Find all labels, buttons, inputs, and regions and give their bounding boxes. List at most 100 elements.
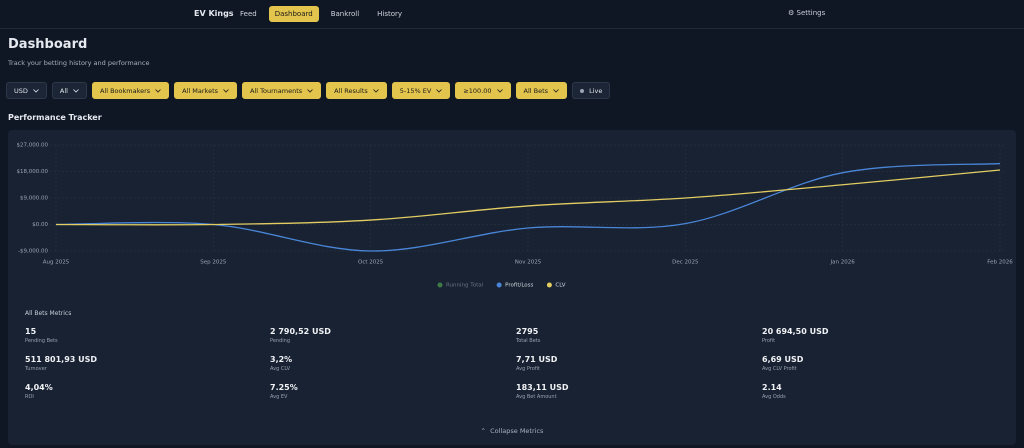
filter-label[interactable]: USD [14, 86, 28, 95]
filter-label[interactable]: All Bets [523, 86, 549, 95]
filter-button[interactable]: 5-15% EV [391, 82, 451, 99]
brand[interactable]: EV Kings [194, 9, 234, 18]
metric-value: 7,71 USD [516, 355, 558, 364]
metric-value: 4,04% [25, 383, 53, 392]
filter-button[interactable]: Live [572, 82, 611, 99]
metric: 7,71 USD Avg Profit [516, 355, 557, 372]
metric: 2795 Total Bets [516, 327, 540, 344]
filter-button[interactable]: All Tournaments [242, 82, 322, 99]
metric-label: Avg Profit [516, 366, 540, 372]
chevron [436, 88, 443, 93]
settings-link[interactable]: ⚙ Settings [788, 9, 826, 17]
x-tick-label: Aug 2025 [43, 260, 70, 266]
y-tick-label: $0.00 [32, 222, 48, 228]
metric: 6,69 USD Avg CLV Profit [762, 355, 803, 372]
series-line [55, 169, 1001, 226]
y-tick-label: $9,000.00 [20, 196, 48, 202]
metric-value: 2795 [516, 327, 539, 336]
metric-label: Pending [270, 338, 290, 344]
metric: 4,04% ROI [25, 383, 53, 400]
status-dot [580, 88, 585, 93]
filter-label[interactable]: ≥100.00 [463, 86, 492, 95]
page-title: Dashboard [8, 37, 88, 52]
chevron [33, 88, 39, 93]
metric: 183,11 USD Avg Bet Amount [516, 383, 569, 400]
chevron [223, 88, 229, 93]
x-tick-label: Jan 2026 [830, 260, 856, 266]
collapse-label[interactable]: Collapse Metrics [490, 427, 544, 435]
legend-label: Profit/Loss [505, 283, 533, 289]
section-title: Performance Tracker [8, 113, 102, 122]
page-subtitle: Track your betting history and performan… [8, 59, 150, 67]
metrics-title: All Bets Metrics [25, 310, 72, 317]
metric-label: Profit [762, 338, 776, 344]
metric-value: 3,2% [270, 355, 293, 364]
chevron [155, 88, 161, 93]
metric: 2.14 Avg Odds [762, 383, 786, 400]
chart-panel [8, 130, 1016, 445]
metric-label: ROI [25, 394, 34, 400]
metric-label: Avg Odds [762, 394, 786, 400]
x-tick-label: Feb 2026 [987, 260, 1013, 266]
filter-button[interactable]: All Markets [174, 82, 238, 99]
filter-button[interactable]: All [51, 82, 87, 99]
filter-label[interactable]: All Tournaments [250, 86, 303, 95]
metric: 511 801,93 USD Turnover [25, 355, 97, 372]
filter-button[interactable]: All Bookmakers [91, 82, 170, 99]
x-tick-label: Nov 2025 [515, 260, 542, 266]
y-tick-label: $27,000.00 [17, 143, 49, 149]
metric: 15 Pending Bets [25, 327, 58, 344]
metric-value: 2 790,52 USD [270, 327, 331, 336]
metric-label: Avg CLV Profit [762, 366, 797, 372]
metric-value: 15 [25, 327, 37, 336]
chevron [372, 88, 379, 93]
nav-item[interactable]: Dashboard [268, 6, 319, 22]
metric: 3,2% Avg CLV [270, 355, 292, 372]
x-tick-label: Oct 2025 [358, 260, 384, 266]
collapse-button[interactable]: ⌃ Collapse Metrics [480, 427, 544, 435]
filter-label[interactable]: Live [589, 86, 603, 95]
metric-label: Avg CLV [270, 366, 290, 372]
filter-button[interactable]: USD [6, 82, 47, 99]
metric-value: 6,69 USD [762, 355, 804, 364]
metric: 20 694,50 USD Profit [762, 327, 828, 344]
y-tick-label: $18,000.00 [17, 169, 49, 175]
chevron [496, 88, 503, 93]
y-tick-label: -$9,000.00 [18, 249, 48, 255]
chevron [307, 88, 313, 93]
metric: 2 790,52 USD Pending [270, 327, 331, 344]
metric-label: Pending Bets [25, 338, 58, 344]
nav-item[interactable]: History [377, 10, 403, 18]
chevron [73, 88, 79, 93]
filter-label[interactable]: All Bookmakers [99, 86, 151, 95]
metric-value: 511 801,93 USD [25, 355, 98, 364]
metric-label: Turnover [25, 366, 47, 372]
legend-swatch [546, 282, 552, 288]
legend-label: CLV [555, 283, 565, 289]
filter-button[interactable]: All Bets [515, 82, 568, 99]
settings-label[interactable]: Settings [796, 9, 826, 17]
chart: -$9,000.00 $0.00 $9,000.00 $18,000.00 $27,00… [17, 143, 1014, 289]
top-nav: EV Kings Feed Dashboard Bankroll History ⚙ … [0, 0, 1024, 29]
metric-label: Avg EV [270, 394, 288, 400]
nav-item[interactable]: Bankroll [330, 10, 360, 18]
filter-button[interactable]: ≥100.00 [455, 82, 511, 99]
filter-label[interactable]: All [59, 86, 68, 95]
filter-button[interactable]: All Results [326, 82, 387, 99]
metric: 7.25% Avg EV [270, 383, 298, 400]
legend-swatch [496, 282, 502, 288]
nav-items: Feed Dashboard Bankroll History [234, 6, 408, 22]
metric-value: 7.25% [270, 383, 298, 392]
filter-label[interactable]: All Markets [182, 86, 219, 95]
metric-label: Total Bets [516, 338, 541, 344]
x-tick-label: Dec 2025 [672, 260, 699, 266]
chevron [553, 88, 559, 93]
x-tick-label: Sep 2025 [200, 260, 227, 266]
nav-item[interactable]: Feed [240, 10, 257, 18]
metric-value: 20 694,50 USD [762, 327, 829, 336]
filter-label[interactable]: 5-15% EV [399, 86, 432, 95]
filter-bar: USD All All Bookmakers All Markets All Tourn… [6, 82, 611, 99]
filter-label[interactable]: All Results [334, 86, 368, 95]
legend-swatch [437, 282, 443, 288]
